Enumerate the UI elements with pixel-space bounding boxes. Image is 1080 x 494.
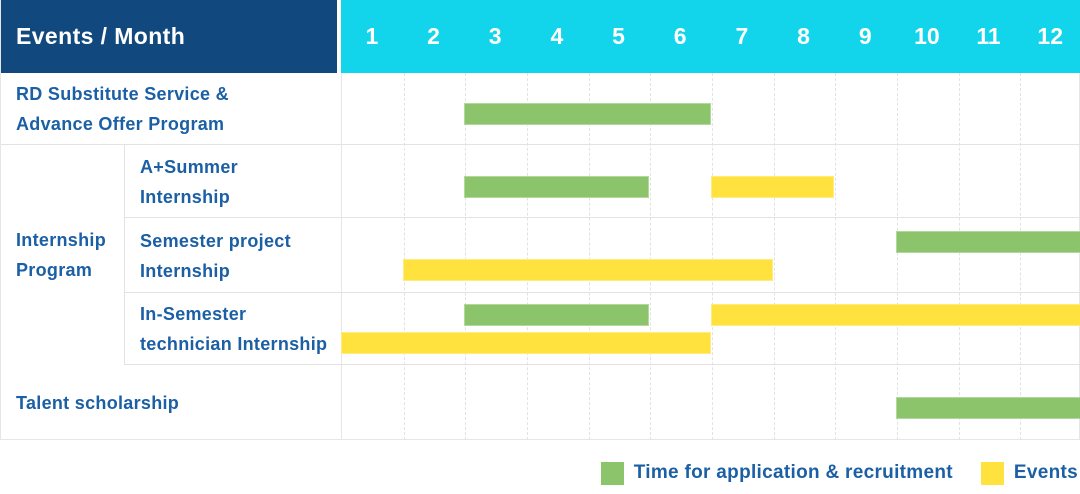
- row-label-line: Internship: [140, 256, 341, 286]
- gantt-schedule-page: Events / Month 123456789101112 RD Substi…: [0, 0, 1080, 494]
- row-label-line: Talent scholarship: [16, 388, 341, 418]
- row-label: Talent scholarship: [1, 365, 341, 440]
- row-label-line: A+Summer: [140, 152, 341, 182]
- table-row: Semester projectInternship: [1, 218, 1080, 293]
- events-bar: [341, 332, 711, 354]
- month-label-11: 11: [958, 0, 1020, 73]
- gantt-table: Events / Month 123456789101112 RD Substi…: [0, 0, 1080, 440]
- row-label: A+SummerInternship: [125, 145, 341, 218]
- table-header: Events / Month 123456789101112: [1, 0, 1080, 73]
- table-body: RD Substitute Service &Advance Offer Pro…: [1, 73, 1080, 440]
- month-label-3: 3: [464, 0, 526, 73]
- row-label-line: Semester project: [140, 226, 341, 256]
- events-swatch-icon: [981, 462, 1004, 485]
- month-label-9: 9: [834, 0, 896, 73]
- table-row: RD Substitute Service &Advance Offer Pro…: [1, 73, 1080, 145]
- row-label-line: In-Semester: [140, 299, 341, 329]
- table-row: A+SummerInternship: [1, 145, 1080, 218]
- events-bar: [711, 176, 834, 198]
- month-label-10: 10: [896, 0, 958, 73]
- row-label-line: RD Substitute Service &: [16, 79, 341, 109]
- row-label-line: Internship: [140, 182, 341, 212]
- application-bar: [464, 103, 711, 125]
- legend-label-application: Time for application & recruitment: [634, 462, 953, 484]
- legend-item-application: Time for application & recruitment: [601, 462, 953, 485]
- legend-label-events: Events: [1014, 462, 1078, 484]
- application-bar: [896, 231, 1080, 253]
- month-label-5: 5: [588, 0, 650, 73]
- events-bar: [711, 304, 1080, 326]
- month-header: 123456789101112: [341, 0, 1080, 73]
- group-label-line: Internship: [16, 225, 124, 255]
- month-label-4: 4: [526, 0, 588, 73]
- application-swatch-icon: [601, 462, 624, 485]
- month-label-7: 7: [711, 0, 773, 73]
- row-label: Semester projectInternship: [125, 218, 341, 293]
- application-bar: [896, 397, 1080, 419]
- row-label-line: Advance Offer Program: [16, 109, 341, 139]
- header-title-cell: Events / Month: [1, 0, 341, 73]
- legend-item-events: Events: [981, 462, 1078, 485]
- group-label-line: Program: [16, 255, 124, 285]
- month-label-2: 2: [403, 0, 465, 73]
- month-label-1: 1: [341, 0, 403, 73]
- group-label-internship-program: InternshipProgram: [1, 145, 125, 365]
- table-row: Talent scholarship: [1, 365, 1080, 440]
- application-bar: [464, 304, 649, 326]
- row-label: RD Substitute Service &Advance Offer Pro…: [1, 73, 341, 145]
- month-label-6: 6: [649, 0, 711, 73]
- month-label-12: 12: [1019, 0, 1080, 73]
- month-label-8: 8: [773, 0, 835, 73]
- header-title: Events / Month: [16, 23, 185, 50]
- events-bar: [403, 259, 773, 281]
- table-row: In-Semestertechnician Internship: [1, 293, 1080, 365]
- legend: Time for application & recruitment Event…: [601, 452, 1078, 494]
- row-label-line: technician Internship: [140, 329, 341, 359]
- row-label: In-Semestertechnician Internship: [125, 293, 341, 365]
- application-bar: [464, 176, 649, 198]
